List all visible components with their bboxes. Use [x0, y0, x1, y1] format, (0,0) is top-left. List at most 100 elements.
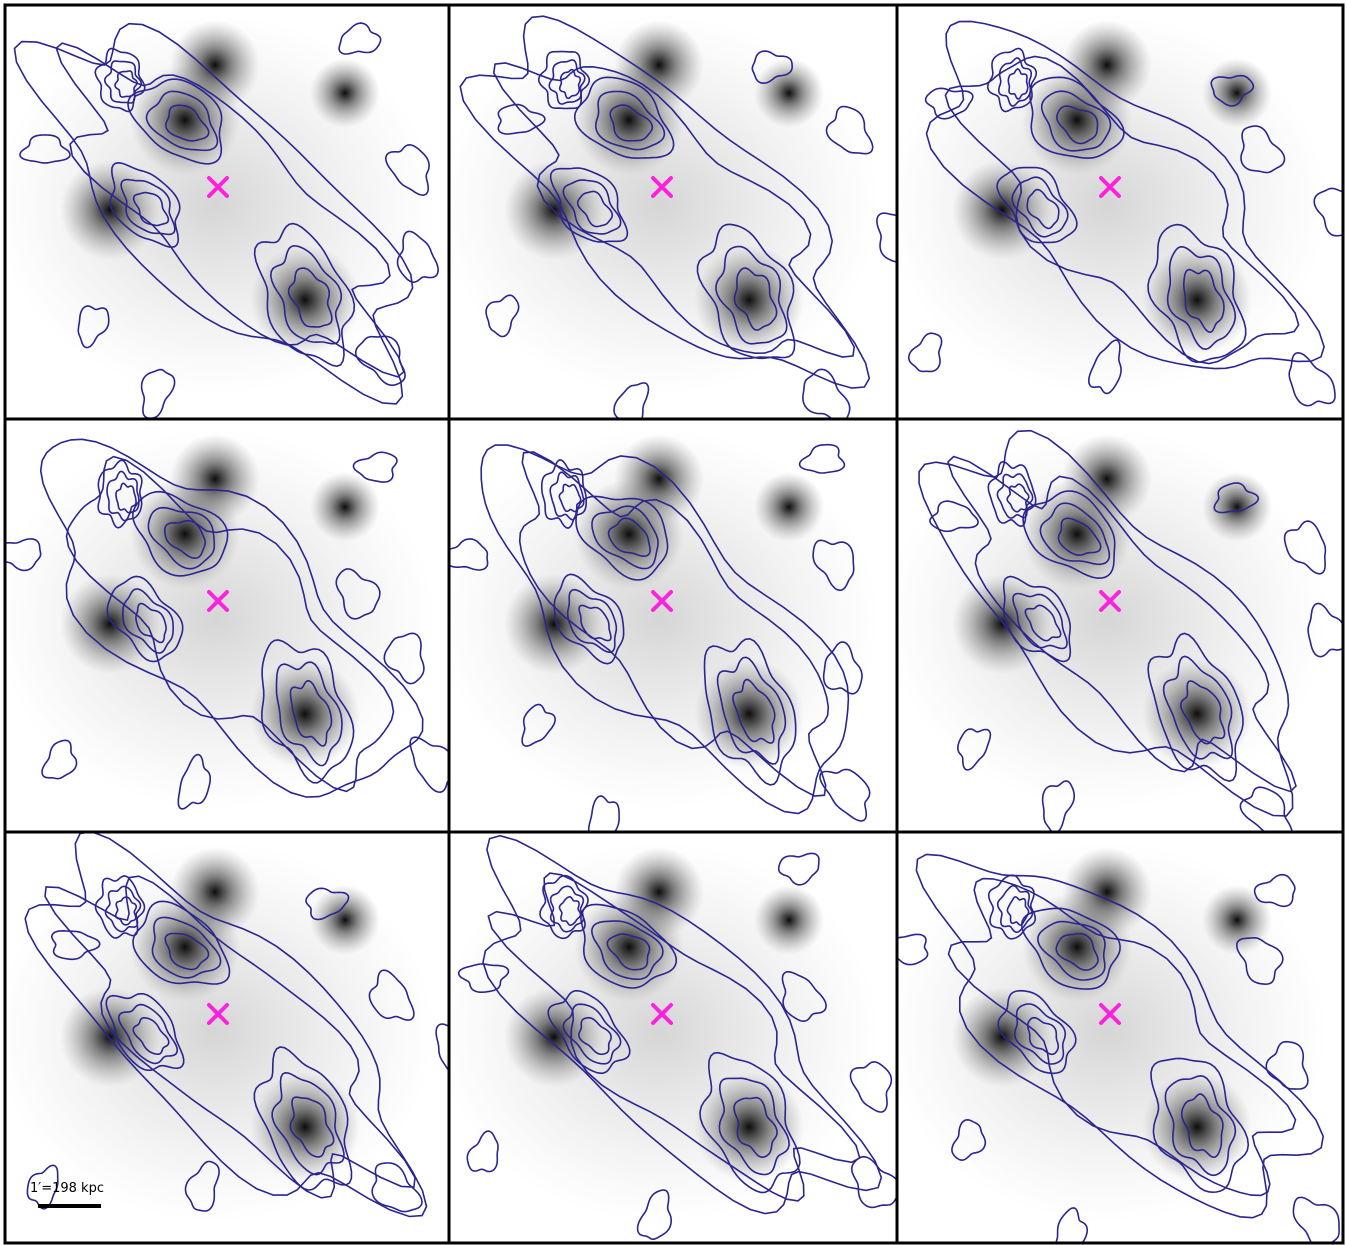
contour: [751, 50, 794, 85]
contour: [466, 1130, 499, 1173]
contour: [798, 443, 846, 474]
panel: [449, 15, 897, 419]
contour: [1013, 1003, 1067, 1065]
contour: [121, 588, 175, 654]
contour: [106, 470, 140, 522]
center-marker: [651, 1003, 673, 1025]
contour: [609, 104, 654, 142]
contour: [1040, 90, 1112, 152]
emission-blob: [60, 987, 160, 1087]
contour: [1039, 502, 1111, 566]
contour: [1239, 786, 1293, 832]
contour: [492, 62, 856, 358]
contour: [1024, 604, 1062, 642]
contour: [50, 929, 101, 961]
contour: [849, 1061, 893, 1113]
contour: [518, 451, 830, 797]
contour: [915, 853, 1325, 1219]
contour: [480, 444, 850, 815]
emission-blob: [1142, 245, 1252, 355]
contour: [819, 768, 871, 822]
contour: [1288, 352, 1336, 407]
contour: [732, 678, 776, 744]
contour: [253, 1046, 353, 1191]
contour: [986, 47, 1038, 113]
emission-blob: [310, 472, 380, 542]
contour: [94, 47, 146, 113]
contour: [287, 267, 333, 328]
contour: [1147, 223, 1247, 364]
panel-border: [895, 830, 1345, 1245]
contour: [55, 42, 405, 378]
contour: [908, 332, 943, 373]
contour: [998, 57, 1032, 107]
panel: [5, 15, 440, 419]
contour: [24, 832, 428, 1218]
contour: [1150, 1057, 1250, 1194]
contour: [594, 90, 666, 151]
contour: [1283, 520, 1327, 575]
contour: [19, 134, 71, 164]
panel: [897, 429, 1343, 832]
contour: [576, 190, 614, 228]
contour: [590, 920, 664, 980]
contour: [1240, 125, 1286, 174]
contour: [699, 1051, 801, 1194]
contour: [553, 573, 625, 665]
contour: [151, 916, 222, 979]
contours: [449, 443, 871, 832]
emission-blob: [170, 434, 260, 524]
contour: [435, 1023, 449, 1073]
contour: [573, 76, 675, 159]
panel: [5, 429, 449, 810]
contour: [562, 179, 622, 235]
panels: [3, 3, 1345, 1245]
contour: [135, 602, 167, 644]
contour: [575, 495, 669, 581]
contour: [1307, 602, 1343, 658]
center-marker: [207, 1003, 229, 1025]
contour: [716, 656, 787, 765]
panel: [897, 15, 1343, 407]
contour: [944, 55, 1300, 365]
emission-blob: [170, 847, 260, 937]
emission-blob: [614, 847, 704, 937]
contour: [558, 68, 582, 100]
contour: [850, 1155, 897, 1209]
contour: [253, 222, 356, 368]
contour: [636, 1189, 673, 1240]
contour: [132, 1017, 170, 1055]
contour: [275, 661, 343, 767]
contour: [39, 438, 424, 798]
contour: [147, 506, 216, 570]
contour: [487, 872, 861, 1202]
contour: [718, 1077, 790, 1176]
contour: [566, 588, 618, 654]
contour: [1022, 490, 1116, 579]
contour: [996, 166, 1078, 244]
contour: [696, 223, 796, 360]
contour: [549, 471, 585, 521]
contour: [1210, 74, 1255, 107]
contour: [997, 989, 1077, 1075]
contour: [396, 230, 440, 284]
contour: [26, 1164, 59, 1210]
contour: [591, 505, 659, 570]
contour: [132, 490, 229, 577]
contour: [120, 178, 176, 236]
contour: [548, 59, 586, 105]
contour: [549, 885, 585, 933]
contour: [261, 639, 355, 784]
contour: [1055, 932, 1099, 971]
contour: [177, 753, 211, 810]
contour: [106, 575, 184, 663]
contour: [996, 473, 1034, 519]
emission-blob: [1062, 847, 1152, 937]
contour: [521, 703, 556, 747]
center-marker: [207, 590, 229, 612]
emission-blob: [694, 659, 804, 769]
contour: [822, 641, 863, 695]
contour: [371, 1162, 423, 1213]
contour: [1166, 245, 1237, 351]
contour: [164, 519, 206, 560]
